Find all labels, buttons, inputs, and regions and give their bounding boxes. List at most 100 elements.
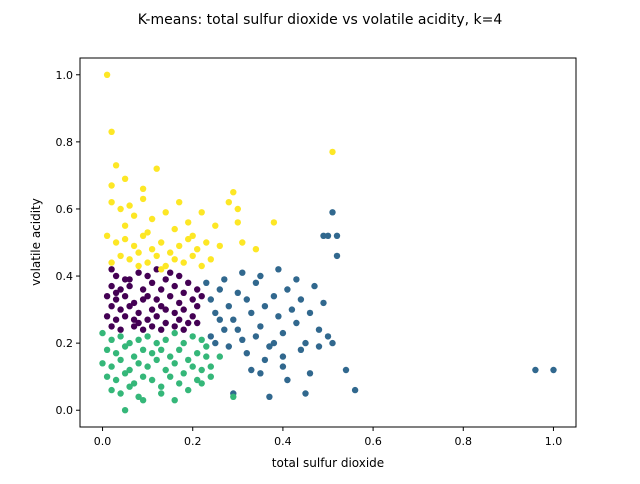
point-cluster-3-30 (121, 235, 129, 243)
point-cluster-1-42 (257, 370, 264, 377)
chart-title: K-means: total sulfur dioxide vs volatil… (138, 12, 503, 28)
point-cluster-1-19 (288, 306, 296, 313)
point-cluster-3-27 (212, 222, 219, 229)
point-cluster-1-0 (203, 279, 210, 286)
point-cluster-0-34 (180, 306, 187, 313)
point-cluster-3-7 (329, 148, 336, 156)
point-cluster-2-10 (189, 333, 196, 340)
point-cluster-1-43 (279, 353, 287, 360)
point-cluster-3-50 (180, 259, 187, 266)
point-cluster-2-46 (194, 376, 201, 384)
point-cluster-2-9 (180, 339, 187, 347)
point-cluster-0-50 (158, 326, 165, 333)
point-cluster-2-59 (216, 353, 223, 360)
point-cluster-0-26 (189, 296, 196, 303)
point-cluster-2-17 (148, 350, 156, 357)
point-cluster-1-28 (216, 316, 223, 323)
point-cluster-3-44 (126, 256, 133, 263)
point-cluster-0-4 (144, 272, 151, 280)
point-cluster-0-57 (162, 306, 169, 313)
point-cluster-1-27 (207, 333, 214, 340)
point-cluster-3-4 (108, 182, 115, 189)
point-cluster-1-51 (302, 390, 309, 397)
point-cluster-2-56 (207, 373, 214, 380)
point-cluster-1-45 (306, 370, 314, 377)
point-cluster-3-19 (230, 189, 237, 196)
point-cluster-3-26 (189, 232, 196, 239)
point-cluster-3-2 (112, 162, 120, 169)
point-cluster-1-14 (266, 343, 273, 350)
point-cluster-0-6 (162, 276, 169, 283)
x-tick-label: 0.6 (364, 435, 382, 448)
point-cluster-1-49 (284, 376, 291, 384)
point-cluster-0-29 (126, 303, 133, 310)
point-cluster-0-61 (198, 293, 205, 300)
point-cluster-2-11 (198, 336, 205, 343)
point-cluster-2-44 (176, 380, 183, 387)
point-cluster-0-9 (108, 282, 115, 290)
point-cluster-2-53 (171, 397, 178, 404)
point-cluster-1-7 (234, 289, 241, 296)
point-cluster-1-33 (261, 356, 269, 364)
point-cluster-0-31 (148, 306, 156, 313)
point-cluster-2-32 (171, 360, 178, 367)
point-cluster-0-12 (139, 286, 147, 293)
point-cluster-1-44 (297, 346, 305, 353)
point-cluster-0-52 (180, 326, 187, 333)
point-cluster-2-20 (176, 346, 183, 353)
point-cluster-3-24 (144, 229, 151, 236)
point-cluster-3-46 (144, 259, 151, 266)
point-cluster-3-39 (203, 239, 210, 246)
point-cluster-1-60 (550, 366, 557, 374)
point-cluster-0-36 (103, 313, 111, 320)
point-cluster-3-40 (216, 242, 223, 250)
point-cluster-0-8 (185, 279, 192, 286)
point-cluster-3-14 (162, 209, 169, 216)
y-axis-label: volatile acidity (29, 198, 43, 286)
point-cluster-2-12 (103, 346, 111, 353)
point-cluster-2-26 (117, 356, 124, 364)
point-cluster-3-47 (153, 252, 160, 260)
point-cluster-0-44 (189, 313, 196, 320)
point-cluster-0-18 (103, 293, 111, 300)
point-cluster-2-47 (108, 386, 115, 394)
point-cluster-2-51 (121, 407, 129, 414)
point-cluster-0-5 (153, 266, 160, 273)
point-cluster-2-31 (162, 366, 169, 374)
point-cluster-2-18 (158, 346, 165, 353)
point-cluster-1-56 (333, 252, 341, 260)
point-cluster-1-31 (243, 350, 250, 357)
point-cluster-3-1 (108, 128, 115, 135)
point-cluster-2-38 (121, 370, 129, 377)
point-cluster-0-11 (126, 282, 133, 290)
point-cluster-3-17 (198, 209, 205, 216)
point-cluster-0-10 (117, 286, 124, 293)
point-cluster-3-42 (252, 246, 260, 253)
point-cluster-0-19 (112, 296, 120, 303)
x-tick-label: 0.4 (274, 435, 292, 448)
point-cluster-1-2 (212, 309, 219, 317)
point-cluster-0-58 (130, 316, 138, 323)
point-cluster-1-59 (532, 366, 539, 374)
point-cluster-0-7 (176, 272, 183, 280)
point-cluster-0-46 (117, 326, 124, 333)
point-cluster-2-15 (130, 353, 138, 360)
point-cluster-3-51 (189, 252, 196, 260)
point-cluster-1-55 (329, 209, 336, 216)
point-cluster-1-30 (234, 326, 241, 333)
point-cluster-1-6 (230, 316, 237, 323)
point-cluster-3-55 (135, 262, 142, 270)
y-tick-label: 0.2 (56, 337, 74, 350)
point-cluster-1-12 (257, 323, 264, 330)
point-cluster-2-2 (117, 333, 124, 340)
point-cluster-0-45 (108, 323, 115, 330)
point-cluster-2-23 (203, 353, 210, 360)
point-cluster-2-6 (153, 339, 160, 347)
point-cluster-2-57 (198, 380, 205, 387)
point-cluster-2-54 (158, 390, 165, 397)
axes: 0.0 0.2 0.4 0.6 0.8 1.0 0.0 0.2 0.4 0.6 0.8 1.0 (56, 69, 563, 448)
point-cluster-3-54 (207, 256, 214, 263)
point-cluster-3-41 (239, 239, 246, 246)
point-cluster-3-0 (103, 71, 111, 79)
